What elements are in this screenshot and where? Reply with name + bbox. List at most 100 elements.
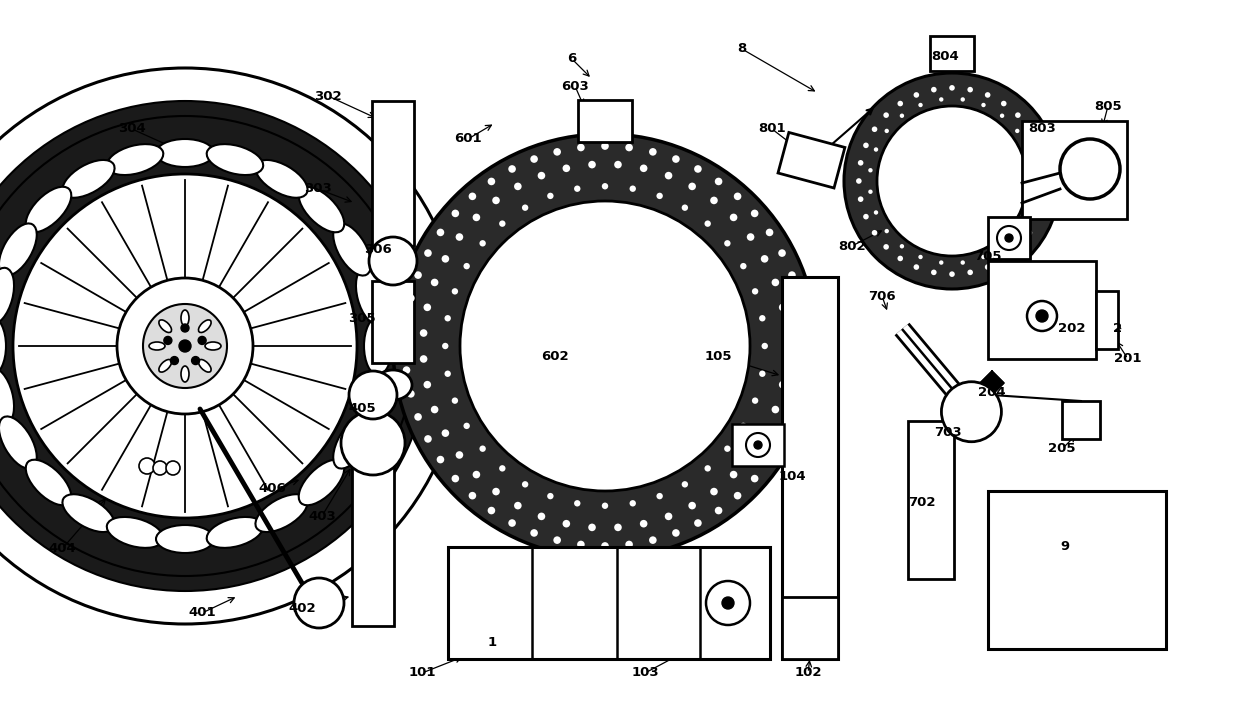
Text: 104: 104 — [779, 470, 806, 482]
Ellipse shape — [0, 224, 37, 275]
Circle shape — [574, 500, 580, 507]
Circle shape — [961, 97, 965, 102]
Circle shape — [0, 68, 463, 624]
Circle shape — [500, 220, 506, 227]
Circle shape — [436, 456, 444, 463]
Circle shape — [863, 214, 869, 219]
Circle shape — [455, 451, 464, 458]
Bar — [1022, 121, 1127, 219]
Circle shape — [451, 475, 459, 482]
Circle shape — [649, 148, 657, 156]
Text: 304: 304 — [118, 123, 146, 135]
Text: 705: 705 — [975, 250, 1002, 262]
Circle shape — [451, 288, 458, 294]
Circle shape — [515, 182, 522, 190]
Circle shape — [0, 101, 430, 591]
Circle shape — [407, 294, 414, 302]
Ellipse shape — [207, 144, 263, 175]
Circle shape — [414, 271, 422, 279]
Circle shape — [625, 540, 632, 548]
Circle shape — [858, 196, 863, 202]
Circle shape — [492, 196, 500, 204]
Ellipse shape — [356, 368, 387, 424]
Circle shape — [656, 493, 663, 499]
Text: 204: 204 — [978, 386, 1006, 400]
Circle shape — [771, 279, 779, 286]
Text: 2: 2 — [1114, 322, 1122, 336]
Circle shape — [198, 336, 206, 344]
Circle shape — [941, 382, 1002, 442]
Circle shape — [665, 512, 672, 520]
Circle shape — [588, 524, 596, 531]
Circle shape — [761, 343, 768, 349]
Circle shape — [795, 294, 804, 302]
Text: 702: 702 — [908, 496, 936, 510]
Circle shape — [472, 214, 480, 222]
Circle shape — [348, 371, 397, 419]
Ellipse shape — [299, 186, 345, 232]
Text: 802: 802 — [838, 240, 866, 252]
Text: 105: 105 — [704, 350, 732, 362]
Circle shape — [688, 502, 696, 510]
Text: 403: 403 — [308, 510, 336, 522]
Circle shape — [444, 371, 451, 377]
Circle shape — [424, 250, 432, 257]
Circle shape — [874, 210, 878, 215]
Circle shape — [874, 147, 878, 151]
Circle shape — [1035, 142, 1040, 148]
Polygon shape — [980, 371, 1004, 395]
Circle shape — [420, 355, 428, 363]
Text: 706: 706 — [868, 290, 895, 303]
Circle shape — [779, 304, 786, 311]
Ellipse shape — [207, 517, 263, 548]
Bar — [448, 547, 770, 659]
Circle shape — [407, 390, 414, 397]
Ellipse shape — [159, 320, 171, 332]
Circle shape — [492, 488, 500, 496]
Text: 202: 202 — [1058, 322, 1086, 336]
Circle shape — [538, 512, 546, 520]
Circle shape — [766, 456, 774, 463]
Text: 103: 103 — [631, 667, 658, 679]
Text: 805: 805 — [1094, 100, 1122, 112]
Ellipse shape — [334, 416, 371, 468]
Circle shape — [531, 155, 538, 163]
Circle shape — [153, 461, 167, 475]
Circle shape — [487, 177, 495, 185]
Circle shape — [868, 168, 873, 172]
Circle shape — [967, 87, 973, 93]
Circle shape — [714, 177, 723, 185]
Circle shape — [779, 381, 786, 388]
Circle shape — [480, 240, 486, 247]
Circle shape — [746, 433, 770, 457]
Circle shape — [430, 406, 439, 414]
Circle shape — [508, 165, 516, 172]
Ellipse shape — [156, 525, 215, 553]
Circle shape — [451, 397, 458, 404]
Circle shape — [779, 250, 786, 257]
Bar — [1061, 401, 1100, 439]
Bar — [732, 424, 784, 466]
Text: 306: 306 — [365, 243, 392, 255]
Circle shape — [117, 278, 253, 414]
Circle shape — [761, 429, 769, 437]
Bar — [782, 597, 838, 659]
Circle shape — [480, 445, 486, 452]
Circle shape — [614, 161, 621, 168]
Circle shape — [441, 429, 449, 437]
Ellipse shape — [0, 268, 14, 325]
Ellipse shape — [181, 310, 188, 326]
Circle shape — [724, 240, 730, 247]
Circle shape — [1016, 229, 1019, 233]
Text: 801: 801 — [758, 123, 786, 135]
Circle shape — [863, 142, 869, 148]
Text: 8: 8 — [738, 43, 746, 55]
Circle shape — [771, 406, 779, 414]
Circle shape — [898, 101, 903, 107]
Circle shape — [403, 367, 410, 374]
Ellipse shape — [159, 360, 171, 372]
Circle shape — [981, 103, 986, 107]
Circle shape — [688, 182, 696, 190]
Circle shape — [746, 451, 754, 458]
Circle shape — [522, 481, 528, 487]
